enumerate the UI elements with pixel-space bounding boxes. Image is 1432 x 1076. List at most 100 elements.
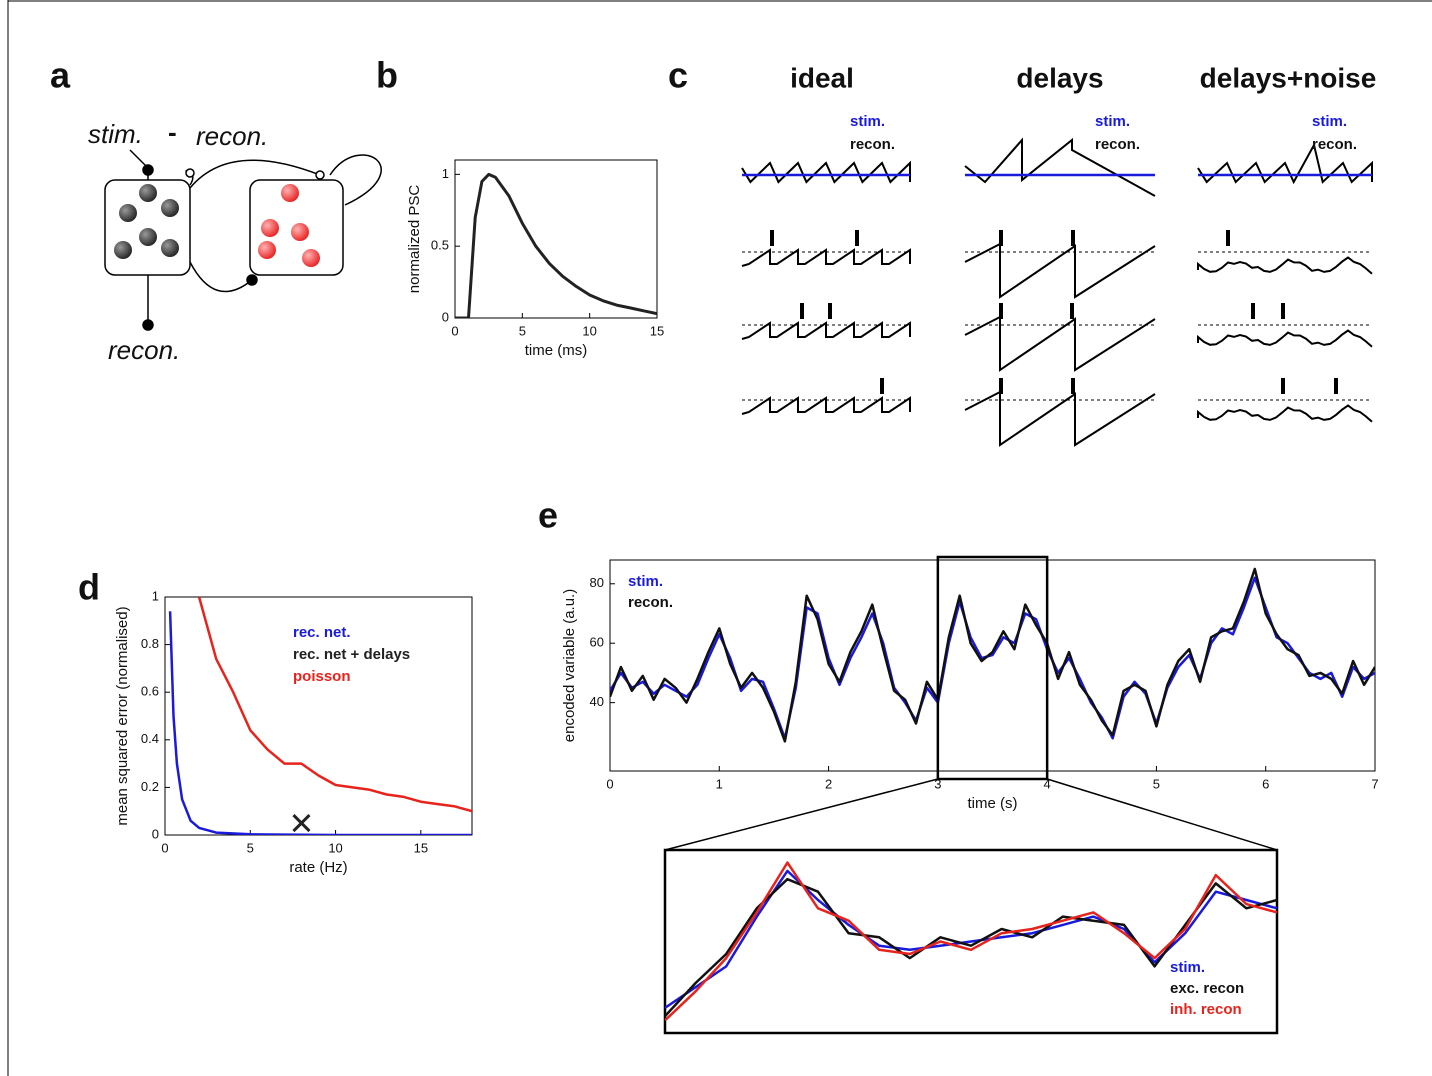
legend-entry: poisson (293, 668, 351, 685)
panel-label: a (50, 55, 71, 96)
y-axis-label: mean squared error (normalised) (114, 606, 131, 825)
series-group (610, 567, 1375, 743)
neuron-trace (1197, 404, 1373, 423)
legend-stim: stim. (1312, 113, 1347, 130)
x-tick-label: 15 (650, 323, 664, 338)
x-tick-label: 1 (716, 776, 723, 791)
y-tick-label: 60 (590, 635, 604, 650)
plot-frame (164, 596, 473, 836)
x-tick-label: 0 (161, 840, 168, 855)
series-group (665, 861, 1277, 1022)
spike (880, 378, 884, 394)
spike (800, 303, 804, 319)
spike (1251, 303, 1255, 319)
spike (1281, 303, 1285, 319)
legend-entry: inh. recon (1170, 1001, 1242, 1018)
spike (999, 230, 1003, 246)
recon-trace (964, 137, 1156, 197)
x-axis-label: time (ms) (525, 342, 588, 359)
x-axis-label: time (s) (968, 795, 1018, 812)
column-title: ideal (790, 62, 854, 93)
x-tick-label: 6 (1262, 776, 1269, 791)
legend-entry: stim. (1170, 959, 1205, 976)
zoom-box (936, 555, 1049, 781)
panel-label: b (376, 55, 398, 96)
x-tick-label: 3 (934, 776, 941, 791)
x-tick-label: 0 (451, 323, 458, 338)
legend-entry: rec. net. (293, 624, 351, 641)
recon-label: recon. (196, 121, 268, 151)
y-tick-label: 1 (152, 588, 159, 603)
neuron-trace (741, 248, 911, 267)
x-tick-label: 5 (519, 323, 526, 338)
legend-stim: stim. (1095, 113, 1130, 130)
neuron-trace (964, 390, 1156, 447)
panel-label: d (78, 567, 100, 608)
line-series (665, 869, 1277, 1009)
x-tick-label: 4 (1044, 776, 1051, 791)
neuron-trace (1197, 256, 1373, 275)
column-title: delays (1016, 62, 1103, 93)
spike (1071, 378, 1075, 394)
neuron-trace (741, 396, 911, 415)
recon-trace (1197, 142, 1373, 185)
zoom-connector (1046, 778, 1278, 851)
neuron-trace (1197, 329, 1373, 348)
panel-label: c (668, 55, 688, 96)
recon-label: recon. (108, 335, 180, 365)
x-tick-label: 10 (328, 840, 342, 855)
y-tick-label: 0.5 (431, 238, 449, 253)
line-series (455, 172, 657, 318)
neuron-trace (964, 242, 1156, 299)
x-tick-label: 5 (1153, 776, 1160, 791)
plot-frame (454, 159, 658, 319)
y-tick-label: 40 (590, 694, 604, 709)
line-series (168, 611, 472, 835)
x-tick-label: 2 (825, 776, 832, 791)
x-tick-label: 7 (1371, 776, 1378, 791)
legend-entry: exc. recon (1170, 980, 1244, 997)
spike (770, 230, 774, 246)
spike (828, 303, 832, 319)
spike (1070, 303, 1074, 319)
spike (1071, 230, 1075, 246)
zoom-connector (664, 778, 939, 851)
spike (1226, 230, 1230, 246)
legend-stim: stim. (850, 113, 885, 130)
line-series (665, 861, 1277, 1022)
schematic (741, 137, 1373, 447)
legend-recon: recon. (1095, 136, 1140, 153)
series-group (168, 597, 472, 835)
neurons (114, 184, 320, 267)
y-tick-label: 0.4 (141, 731, 159, 746)
x-tick-label: 10 (582, 323, 596, 338)
recon-trace (741, 160, 911, 184)
legend-entry: recon. (628, 594, 673, 611)
y-tick-label: 0.2 (141, 779, 159, 794)
neuron-trace (964, 315, 1156, 372)
legend-recon: recon. (1312, 136, 1357, 153)
legend-entry: stim. (628, 573, 663, 590)
legend-entry: rec. net + delays (293, 646, 410, 663)
line-series (610, 567, 1375, 743)
marker (292, 814, 311, 833)
line-series (197, 597, 472, 813)
y-tick-label: 0.6 (141, 684, 159, 699)
x-tick-label: 0 (606, 776, 613, 791)
y-tick-label: 1 (442, 166, 449, 181)
panel-label: e (538, 495, 558, 536)
x-tick-label: 15 (414, 840, 428, 855)
x-tick-label: 5 (247, 840, 254, 855)
y-tick-label: 80 (590, 575, 604, 590)
y-tick-label: 0 (442, 309, 449, 324)
legend-recon: recon. (850, 136, 895, 153)
stim-label: stim. (88, 119, 143, 149)
spike (999, 378, 1003, 394)
spike (855, 230, 859, 246)
y-tick-label: 0.8 (141, 636, 159, 651)
spike (1334, 378, 1338, 394)
neuron-trace (741, 321, 911, 340)
y-tick-label: 0 (152, 826, 159, 841)
spike (1281, 378, 1285, 394)
